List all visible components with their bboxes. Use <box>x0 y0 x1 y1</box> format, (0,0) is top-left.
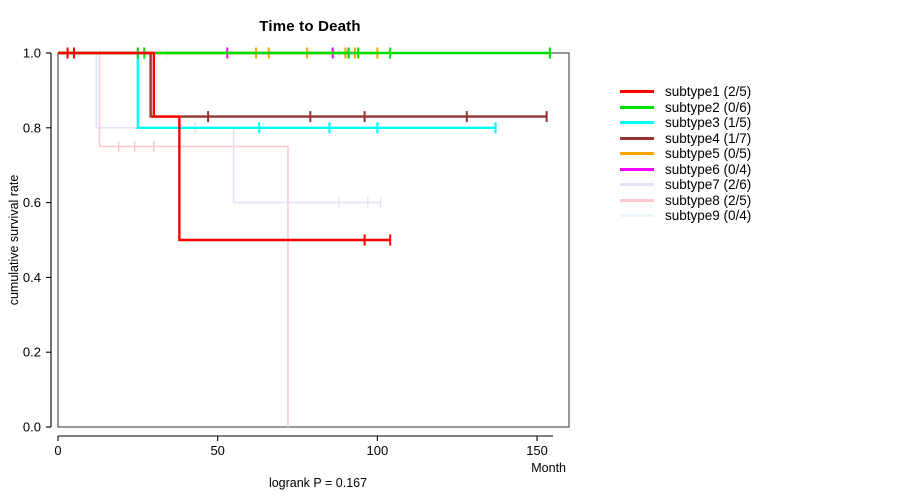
legend-item-label: subtype1 (2/5) <box>665 84 752 100</box>
legend-item-label: subtype7 (2/6) <box>665 177 752 193</box>
x-axis-title: Month <box>531 461 566 475</box>
y-axis-tick-label: 0.6 <box>23 195 41 210</box>
x-axis-tick-label: 50 <box>210 443 224 458</box>
survival-curve <box>58 51 391 242</box>
series-4 <box>58 51 548 123</box>
x-axis-tick-label: 0 <box>54 443 61 458</box>
legend-color-swatch <box>620 198 654 202</box>
legend-item-label: subtype5 (0/5) <box>665 146 752 162</box>
y-axis-tick-label: 1.0 <box>23 46 41 61</box>
legend-item: subtype2 (0/6) <box>620 100 880 116</box>
x-axis-tick-label: 150 <box>526 443 548 458</box>
legend-item: subtype4 (1/7) <box>620 131 880 147</box>
y-axis-tick-label: 0.8 <box>23 120 41 135</box>
legend-item: subtype7 (2/6) <box>620 177 880 193</box>
legend-item: subtype6 (0/4) <box>620 162 880 178</box>
x-axis-tick-label: 100 <box>367 443 389 458</box>
series-1 <box>58 47 392 246</box>
legend-color-swatch <box>620 214 654 218</box>
page-title: Time to Death <box>259 18 361 35</box>
y-axis-tick-label: 0.2 <box>23 345 41 360</box>
series-7 <box>58 52 382 209</box>
legend-item: subtype8 (2/5) <box>620 193 880 209</box>
legend-item-label: subtype4 (1/7) <box>665 130 752 146</box>
legend-item-label: subtype6 (0/4) <box>665 161 752 177</box>
survival-curve <box>58 51 547 118</box>
legend-color-swatch <box>620 183 654 187</box>
legend-item-label: subtype8 (2/5) <box>665 192 752 208</box>
legend-color-swatch <box>620 105 654 109</box>
legend-color-swatch <box>620 136 654 140</box>
legend-item: subtype5 (0/5) <box>620 146 880 162</box>
legend-item-label: subtype2 (0/6) <box>665 99 752 115</box>
legend-color-swatch <box>620 121 654 125</box>
legend-item: subtype1 (2/5) <box>620 84 880 100</box>
y-axis-tick-label: 0.0 <box>23 420 41 435</box>
logrank-annotation: logrank P = 0.167 <box>269 476 367 490</box>
legend-color-swatch <box>620 152 654 156</box>
legend-item: subtype9 (0/4) <box>620 208 880 224</box>
y-axis-tick-label: 0.4 <box>23 270 41 285</box>
legend-color-swatch <box>620 90 654 94</box>
legend-item-label: subtype3 (1/5) <box>665 115 752 131</box>
legend-item-label: subtype9 (0/4) <box>665 208 752 224</box>
y-axis-title: cumulative survival rate <box>7 175 21 306</box>
chart-legend: subtype1 (2/5) subtype2 (0/6) subtype3 (1/… <box>620 84 880 224</box>
legend-color-swatch <box>620 167 654 171</box>
series-3 <box>58 51 497 134</box>
legend-item: subtype3 (1/5) <box>620 115 880 131</box>
